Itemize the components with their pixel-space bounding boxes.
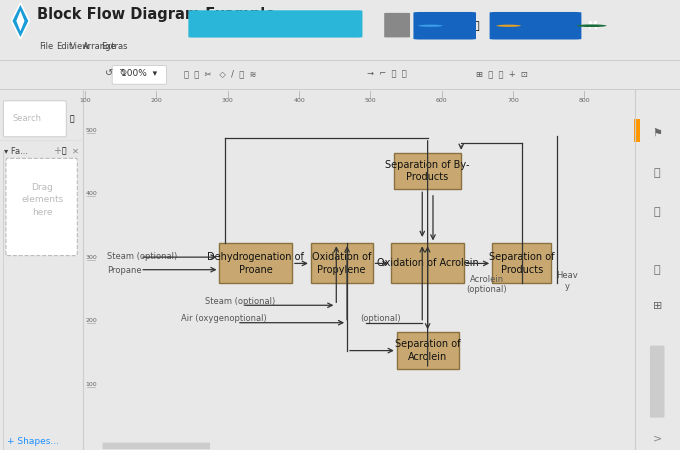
- Text: 400: 400: [85, 191, 97, 196]
- Text: Separation of By-
Products: Separation of By- Products: [386, 160, 470, 182]
- Text: 🔍: 🔍: [70, 114, 74, 123]
- Text: 🔗: 🔗: [62, 147, 67, 156]
- Text: (optional): (optional): [360, 314, 401, 323]
- Text: Dehydrogenation of
Proane: Dehydrogenation of Proane: [207, 252, 304, 275]
- Text: ↺  ↻: ↺ ↻: [105, 68, 128, 78]
- Text: 700: 700: [507, 98, 519, 103]
- Text: 500: 500: [85, 128, 97, 133]
- Text: +: +: [53, 146, 61, 156]
- Text: Share: Share: [439, 21, 469, 30]
- Text: Block Flow Diagram Example: Block Flow Diagram Example: [37, 7, 275, 22]
- Text: Acrolein
(optional): Acrolein (optional): [466, 274, 507, 294]
- Text: Air (oxygenoptional): Air (oxygenoptional): [180, 314, 267, 323]
- Text: 🎨: 🎨: [654, 265, 660, 275]
- Text: + Shapes...: + Shapes...: [7, 436, 58, 446]
- Text: ⚑: ⚑: [652, 128, 662, 138]
- FancyBboxPatch shape: [413, 12, 476, 40]
- Text: Separation of
Acrolein: Separation of Acrolein: [395, 339, 460, 362]
- Circle shape: [496, 25, 521, 27]
- Text: 100%  ▾: 100% ▾: [121, 69, 158, 78]
- Text: 800: 800: [579, 98, 590, 103]
- FancyBboxPatch shape: [311, 243, 373, 284]
- Text: Unsaved changes. Click here to save.: Unsaved changes. Click here to save.: [210, 20, 341, 27]
- Text: 🔔: 🔔: [473, 21, 479, 31]
- Text: 600: 600: [436, 98, 447, 103]
- Text: View: View: [70, 42, 90, 51]
- Polygon shape: [16, 11, 24, 31]
- Text: Edit: Edit: [56, 42, 72, 51]
- Text: M: M: [587, 21, 596, 31]
- FancyBboxPatch shape: [634, 119, 640, 142]
- FancyBboxPatch shape: [188, 10, 362, 38]
- Text: 300: 300: [222, 98, 234, 103]
- Text: Oxidation of
Propylene: Oxidation of Propylene: [312, 252, 371, 275]
- Text: Arrange: Arrange: [83, 42, 117, 51]
- FancyBboxPatch shape: [3, 101, 66, 137]
- Text: Change Plan: Change Plan: [515, 21, 573, 30]
- Text: File: File: [39, 42, 53, 51]
- Circle shape: [418, 25, 443, 27]
- FancyBboxPatch shape: [492, 243, 551, 284]
- Text: ▾ Fa...: ▾ Fa...: [4, 147, 29, 156]
- Text: 200: 200: [85, 318, 97, 323]
- Text: 🔍: 🔍: [654, 168, 660, 178]
- Circle shape: [577, 24, 607, 27]
- Text: ⬜  🗑  ✂   ◇  /  ⬛  ≋: ⬜ 🗑 ✂ ◇ / ⬛ ≋: [184, 69, 256, 78]
- FancyBboxPatch shape: [396, 332, 458, 369]
- FancyBboxPatch shape: [384, 13, 410, 37]
- FancyBboxPatch shape: [394, 153, 461, 189]
- FancyBboxPatch shape: [220, 243, 292, 284]
- Text: Separation of
Products: Separation of Products: [489, 252, 554, 275]
- Text: ✕: ✕: [72, 147, 80, 156]
- FancyBboxPatch shape: [392, 243, 464, 284]
- FancyBboxPatch shape: [490, 12, 581, 40]
- Text: 100: 100: [85, 382, 97, 387]
- Text: Steam (optional): Steam (optional): [107, 252, 177, 261]
- Text: ⊞: ⊞: [653, 301, 662, 311]
- Text: ⬜: ⬜: [654, 207, 660, 217]
- Text: Oxidation of Acrolein: Oxidation of Acrolein: [377, 258, 479, 268]
- Text: 100: 100: [79, 98, 91, 103]
- Polygon shape: [12, 3, 29, 39]
- Text: →  ⌐  ⬛  🔒: → ⌐ ⬛ 🔒: [367, 69, 407, 78]
- Text: Propane: Propane: [107, 266, 141, 275]
- Text: Drag
elements
here: Drag elements here: [21, 183, 64, 217]
- Text: 400: 400: [293, 98, 305, 103]
- Text: 500: 500: [364, 98, 376, 103]
- Text: Heav
y: Heav y: [556, 271, 578, 291]
- FancyBboxPatch shape: [6, 158, 78, 256]
- FancyBboxPatch shape: [650, 346, 664, 418]
- Text: Steam (optional): Steam (optional): [205, 297, 275, 306]
- Text: 300: 300: [85, 255, 97, 260]
- Text: >: >: [653, 433, 662, 443]
- FancyBboxPatch shape: [112, 66, 167, 84]
- Text: ⊞  ⧈  ⟚  +  ⊡: ⊞ ⧈ ⟚ + ⊡: [476, 69, 528, 78]
- Text: Search: Search: [13, 114, 41, 123]
- Text: Extras: Extras: [101, 42, 127, 51]
- FancyBboxPatch shape: [103, 443, 210, 449]
- Text: 200: 200: [150, 98, 163, 103]
